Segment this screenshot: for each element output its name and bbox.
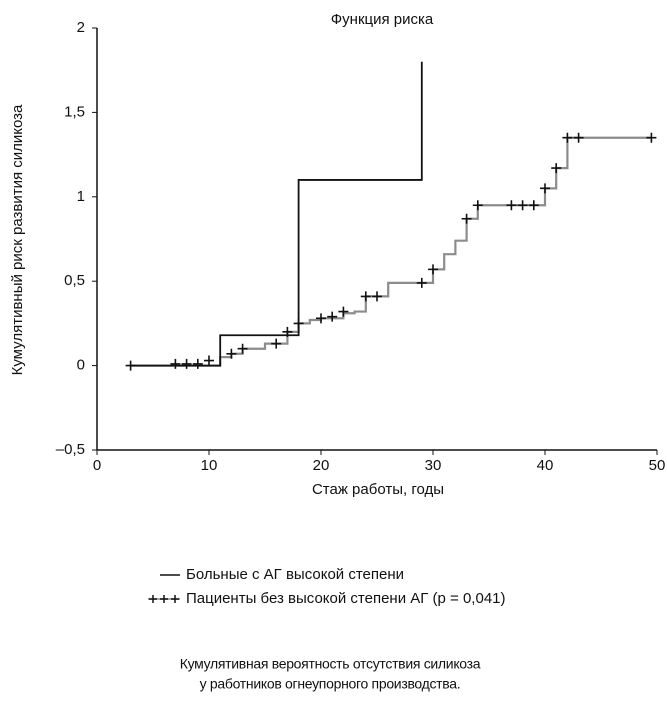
y-tick-label: 1 — [77, 188, 85, 205]
y-axis-label: Кумулятивный риск развития силикоза — [9, 104, 26, 375]
x-tick-label: 50 — [649, 457, 666, 474]
x-tick-label: 0 — [93, 457, 101, 474]
censor-mark — [428, 264, 438, 275]
censor-mark — [506, 200, 517, 211]
censor-mark — [372, 291, 382, 302]
censor-mark — [472, 200, 483, 211]
censor-mark — [181, 358, 192, 369]
censor-mark — [461, 213, 472, 224]
censor-mark — [170, 358, 181, 369]
censor-mark — [360, 291, 371, 302]
censor-mark — [573, 132, 584, 143]
censor-mark — [327, 311, 338, 322]
censor-mark — [271, 338, 282, 349]
legend-swatch — [148, 595, 180, 603]
censor-mark — [316, 313, 326, 324]
legend-label: Больные с АГ высокой степени — [186, 566, 404, 583]
caption: Кумулятивная вероятность отсутствия сили… — [180, 656, 481, 672]
censor-mark — [192, 358, 203, 369]
step-line — [130, 61, 423, 367]
y-tick-label: –0,5 — [56, 441, 85, 458]
censor-mark — [338, 306, 349, 317]
censor-mark — [416, 277, 427, 288]
x-tick-label: 30 — [425, 457, 442, 474]
censor-mark — [528, 200, 539, 211]
censor-mark — [204, 355, 214, 366]
legend-label: Пациенты без высокой степени АГ (p = 0,0… — [186, 590, 506, 607]
x-tick-label: 40 — [537, 457, 554, 474]
x-tick-label: 20 — [313, 457, 330, 474]
y-tick-label: 1,5 — [64, 103, 85, 120]
y-tick-label: 2 — [77, 19, 85, 36]
censor-mark — [226, 348, 237, 359]
censor-mark — [237, 343, 248, 354]
y-tick-label: 0 — [77, 357, 85, 374]
x-axis-label: Стаж работы, годы — [312, 481, 444, 498]
x-tick-label: 10 — [201, 457, 218, 474]
chart-title: Функция риска — [331, 11, 434, 28]
caption: у работников огнеупорного производства. — [200, 676, 461, 692]
censor-mark — [540, 183, 550, 194]
censor-mark — [517, 200, 528, 211]
censor-mark — [646, 132, 657, 143]
censor-mark — [551, 163, 562, 174]
y-tick-label: 0,5 — [64, 272, 85, 289]
step-line — [130, 136, 652, 367]
censor-mark — [562, 132, 573, 143]
